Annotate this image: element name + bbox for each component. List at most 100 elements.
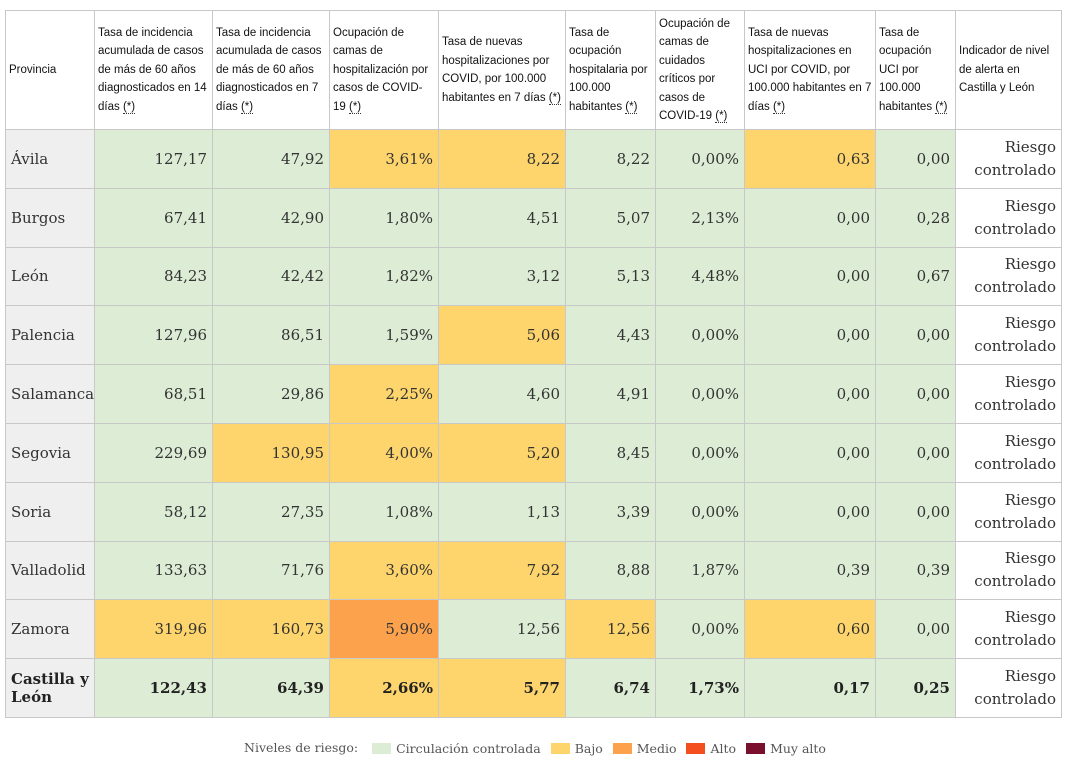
column-header-label: Tasa de ocupación UCI por 100.000 habita… xyxy=(879,26,936,113)
alert-level-cell: Riesgo controlado xyxy=(955,305,1062,366)
footnote-marker[interactable]: (*) xyxy=(772,100,786,114)
legend-label: Medio xyxy=(636,740,677,756)
alert-level-cell: Riesgo controlado xyxy=(955,246,1062,307)
indicator-cell: 0,00 xyxy=(875,599,956,660)
legend-swatch xyxy=(686,742,706,754)
legend-swatch xyxy=(372,742,392,754)
indicator-cell: 3,39 xyxy=(565,481,656,542)
indicator-cell: 67,41 xyxy=(94,187,213,248)
indicator-cell: 0,00% xyxy=(655,305,745,366)
indicator-cell: 68,51 xyxy=(94,364,213,424)
indicator-cell: 3,61% xyxy=(329,129,439,189)
indicator-cell: 2,13% xyxy=(655,187,745,248)
table-row: Valladolid 133,63 71,76 3,60% 7,92 8,88 1,87% 0… xyxy=(5,540,1062,601)
indicator-cell: 0,39 xyxy=(875,540,956,601)
footnote-marker[interactable]: (*) xyxy=(548,91,561,105)
indicator-cell: 0,00% xyxy=(655,129,745,189)
column-header-label: Tasa de incidencia acumulada de casos de… xyxy=(98,26,207,113)
footnote-marker[interactable]: (*) xyxy=(122,100,136,114)
province-name: Salamanca xyxy=(5,364,95,424)
indicator-cell: 64,39 xyxy=(212,658,330,718)
column-header: Indicador de nivel de alerta en Castilla… xyxy=(955,10,1062,130)
column-header: Tasa de incidencia acumulada de casos de… xyxy=(212,10,330,130)
indicator-cell: 8,88 xyxy=(565,540,656,601)
legend-swatch xyxy=(746,742,766,754)
legend-title: Niveles de riesgo: xyxy=(244,740,359,755)
indicator-cell: 0,00 xyxy=(744,305,876,366)
legend-label: Bajo xyxy=(574,740,603,756)
indicator-cell: 42,42 xyxy=(212,246,330,307)
province-name: Castilla y León xyxy=(5,658,95,718)
province-name: Zamora xyxy=(5,599,95,660)
indicator-cell: 0,25 xyxy=(875,658,956,718)
indicator-cell: 12,56 xyxy=(438,599,566,660)
alert-level-cell: Riesgo controlado xyxy=(955,540,1062,601)
table-row: Palencia 127,96 86,51 1,59% 5,06 4,43 0,00% 0,0… xyxy=(5,305,1062,366)
column-header: Provincia xyxy=(5,10,95,130)
footnote-marker[interactable]: (*) xyxy=(349,100,362,114)
province-name: Valladolid xyxy=(5,540,95,601)
indicator-cell: 5,13 xyxy=(565,246,656,307)
column-header-label: Tasa de nuevas hospitalizaciones por COV… xyxy=(442,36,550,104)
footnote-marker[interactable]: (*) xyxy=(715,110,728,123)
indicator-cell: 0,00 xyxy=(744,364,876,424)
column-header: Tasa de nuevas hospitalizaciones por COV… xyxy=(438,10,566,130)
column-header-label: Indicador de nivel de alerta en Castilla… xyxy=(959,45,1050,95)
indicator-cell: 0,39 xyxy=(744,540,876,601)
column-header: Tasa de ocupación hospitalaria por 100.0… xyxy=(565,10,656,130)
indicator-cell: 0,00% xyxy=(655,422,745,483)
indicator-cell: 1,87% xyxy=(655,540,745,601)
indicator-cell: 0,00 xyxy=(875,305,956,366)
column-header: Ocupación de camas de hospitalización po… xyxy=(329,10,439,130)
indicator-cell: 4,00% xyxy=(329,422,439,483)
indicator-cell: 1,82% xyxy=(329,246,439,307)
indicator-cell: 42,90 xyxy=(212,187,330,248)
footnote-marker[interactable]: (*) xyxy=(240,100,254,114)
province-name: Soria xyxy=(5,481,95,542)
indicator-cell: 0,00% xyxy=(655,364,745,424)
column-header-label: Tasa de ocupación hospitalaria por 100.0… xyxy=(569,26,648,113)
indicator-cell: 71,76 xyxy=(212,540,330,601)
indicator-cell: 160,73 xyxy=(212,599,330,660)
header-row: Provincia Tasa de incidencia acumulada de… xyxy=(5,10,1062,130)
indicator-cell: 0,67 xyxy=(875,246,956,307)
province-name: León xyxy=(5,246,95,307)
indicator-cell: 0,00% xyxy=(655,481,745,542)
table-row: Soria 58,12 27,35 1,08% 1,13 3,39 0,00% 0,00 0,0… xyxy=(5,481,1062,542)
legend-label: Circulación controlada xyxy=(396,740,541,756)
footnote-marker[interactable]: (*) xyxy=(625,100,638,114)
alert-level-cell: Riesgo controlado xyxy=(955,129,1062,189)
province-name: Palencia xyxy=(5,305,95,366)
indicator-cell: 8,22 xyxy=(438,129,566,189)
indicator-cell: 4,43 xyxy=(565,305,656,366)
indicator-cell: 127,17 xyxy=(94,129,213,189)
column-header: Tasa de incidencia acumulada de casos de… xyxy=(94,10,213,130)
risk-legend: Niveles de riesgo: Circulación controlad… xyxy=(0,739,1070,756)
column-header-label: Tasa de incidencia acumulada de casos de… xyxy=(216,26,322,113)
province-name: Burgos xyxy=(5,187,95,248)
alert-level-cell: Riesgo controlado xyxy=(955,187,1062,248)
indicator-cell: 4,48% xyxy=(655,246,745,307)
indicator-cell: 0,00 xyxy=(875,422,956,483)
table-row: Segovia 229,69 130,95 4,00% 5,20 8,45 0,00% 0,0… xyxy=(5,422,1062,483)
indicator-cell: 58,12 xyxy=(94,481,213,542)
indicator-cell: 0,00 xyxy=(875,481,956,542)
footnote-marker[interactable]: (*) xyxy=(935,100,948,114)
legend-label: Alto xyxy=(710,740,737,756)
indicator-cell: 86,51 xyxy=(212,305,330,366)
indicator-cell: 133,63 xyxy=(94,540,213,601)
indicator-cell: 1,80% xyxy=(329,187,439,248)
indicator-cell: 5,06 xyxy=(438,305,566,366)
alert-level-cell: Riesgo controlado xyxy=(955,481,1062,542)
table-row: Zamora 319,96 160,73 5,90% 12,56 12,56 0,00% 0,… xyxy=(5,599,1062,660)
indicator-cell: 12,56 xyxy=(565,599,656,660)
column-header: Tasa de ocupación UCI por 100.000 habita… xyxy=(875,10,956,130)
indicator-cell: 5,90% xyxy=(329,599,439,660)
indicator-cell: 5,77 xyxy=(438,658,566,718)
indicator-cell: 130,95 xyxy=(212,422,330,483)
table-row: Ávila 127,17 47,92 3,61% 8,22 8,22 0,00% 0,63 0,… xyxy=(5,129,1062,189)
indicator-cell: 0,00% xyxy=(655,599,745,660)
indicator-cell: 4,51 xyxy=(438,187,566,248)
province-name: Ávila xyxy=(5,129,95,189)
column-header-label: Tasa de nuevas hospitalizaciones en UCI … xyxy=(748,26,872,113)
